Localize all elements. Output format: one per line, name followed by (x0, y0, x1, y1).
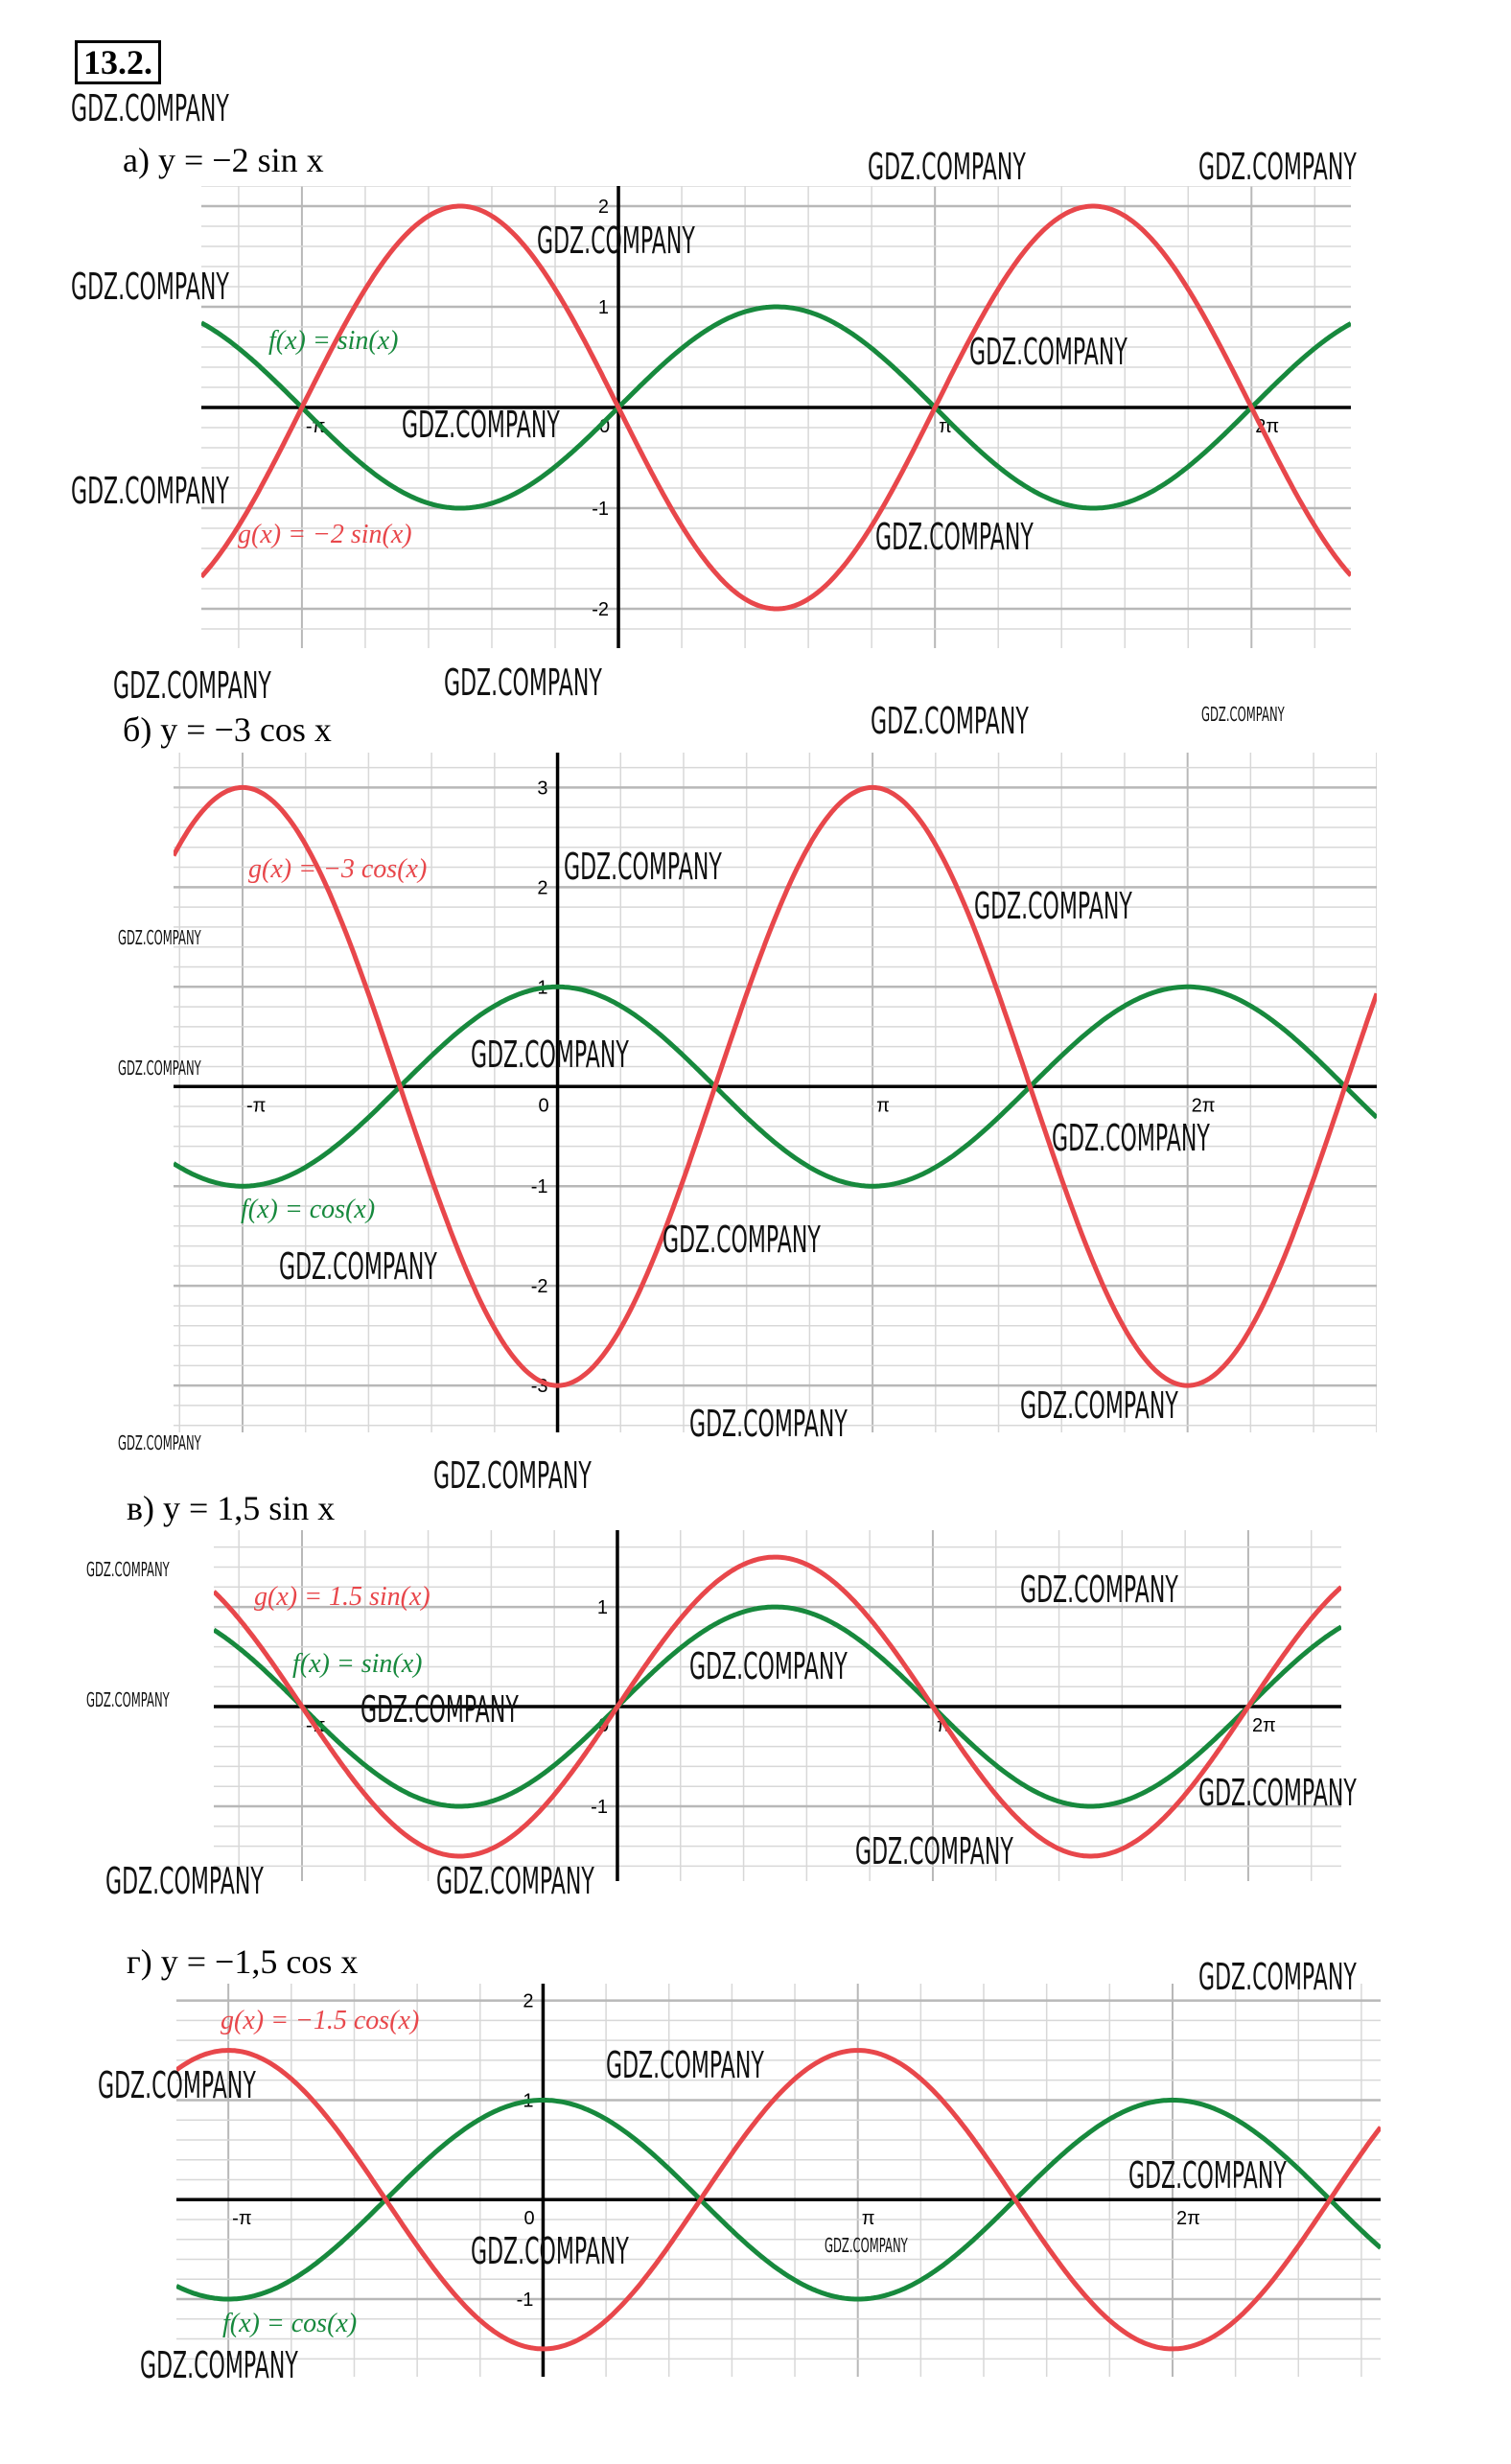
watermark: GDZ.COMPANY (98, 2064, 256, 2106)
chart-c-title: в) y = 1,5 sin x (127, 1489, 336, 1527)
series-label-g: g(x) = −2 sin(x) (238, 520, 412, 549)
watermark: GDZ.COMPANY (118, 1431, 201, 1454)
series-line-g (174, 784, 1377, 1388)
chart-d-title: г) y = −1,5 cos x (127, 1942, 359, 1981)
chart-b-title: б) y = −3 cos x (123, 710, 332, 749)
x-tick-label: 0 (539, 1095, 549, 1116)
x-tick-label: -π (246, 1095, 266, 1116)
watermark: GDZ.COMPANY (140, 2344, 298, 2386)
watermark: GDZ.COMPANY (855, 1830, 1013, 1872)
y-tick-label: 2 (598, 197, 609, 218)
watermark: GDZ.COMPANY (71, 470, 229, 512)
x-tick-label: -π (232, 2208, 251, 2229)
y-tick-label: 3 (537, 778, 547, 799)
watermark: GDZ.COMPANY (86, 1558, 170, 1581)
watermark: GDZ.COMPANY (1198, 1956, 1357, 1998)
watermark: GDZ.COMPANY (118, 926, 201, 949)
watermark: GDZ.COMPANY (1201, 703, 1285, 726)
watermark: GDZ.COMPANY (444, 662, 602, 704)
watermark: GDZ.COMPANY (825, 2234, 908, 2257)
series-label-g: g(x) = 1.5 sin(x) (254, 1582, 430, 1612)
watermark: GDZ.COMPANY (433, 1454, 592, 1497)
chart-a-title: а) y = −2 sin x (123, 141, 324, 179)
watermark: GDZ.COMPANY (105, 1860, 264, 1902)
watermark: GDZ.COMPANY (1128, 2154, 1287, 2197)
series-line-f (214, 1604, 1341, 1809)
watermark: GDZ.COMPANY (402, 404, 560, 446)
watermark: GDZ.COMPANY (1020, 1384, 1178, 1427)
x-tick-label: 2π (1192, 1095, 1216, 1116)
series-line-f (174, 984, 1377, 1189)
grid (201, 186, 1351, 648)
watermark: GDZ.COMPANY (974, 885, 1132, 927)
y-tick-label: -2 (592, 599, 609, 620)
series-line-g (201, 203, 1351, 612)
series-line-f (201, 304, 1351, 511)
y-tick-label: -1 (517, 2290, 534, 2311)
y-tick-label: 2 (523, 1991, 533, 2012)
series-label-f: f(x) = sin(x) (292, 1649, 423, 1679)
watermark: GDZ.COMPANY (875, 516, 1034, 558)
grid (176, 1984, 1381, 2377)
watermark: GDZ.COMPANY (1020, 1569, 1178, 1611)
series-label-f: f(x) = cos(x) (241, 1195, 375, 1224)
watermark: GDZ.COMPANY (868, 146, 1026, 188)
watermark: GDZ.COMPANY (71, 266, 229, 308)
watermark: GDZ.COMPANY (360, 1688, 519, 1731)
series-line-g (176, 2047, 1381, 2352)
watermark: GDZ.COMPANY (471, 2230, 629, 2272)
x-tick-label: 0 (523, 2208, 534, 2229)
watermark: GDZ.COMPANY (1052, 1117, 1210, 1159)
series-label-f: f(x) = cos(x) (222, 2309, 357, 2338)
watermark: GDZ.COMPANY (606, 2044, 764, 2086)
watermark: GDZ.COMPANY (969, 331, 1127, 373)
series-label-f: f(x) = sin(x) (268, 326, 399, 356)
watermark: GDZ.COMPANY (71, 87, 229, 129)
grid (174, 753, 1377, 1432)
x-tick-label: -π (306, 416, 325, 437)
series-label-g: g(x) = −1.5 cos(x) (221, 2006, 419, 2035)
y-tick-label: 1 (597, 1597, 608, 1618)
y-tick-label: -1 (531, 1176, 548, 1197)
watermark: GDZ.COMPANY (871, 700, 1029, 742)
exercise-number: 13.2. (75, 40, 161, 84)
y-tick-label: -1 (591, 1797, 608, 1818)
x-tick-label: π (876, 1095, 890, 1116)
watermark: GDZ.COMPANY (564, 846, 722, 888)
watermark: GDZ.COMPANY (689, 1645, 848, 1687)
watermark: GDZ.COMPANY (113, 664, 271, 707)
y-tick-label: -1 (592, 499, 609, 520)
x-tick-label: π (862, 2208, 875, 2229)
watermark: GDZ.COMPANY (118, 1057, 201, 1080)
watermark: GDZ.COMPANY (1198, 1772, 1357, 1814)
series-label-g: g(x) = −3 cos(x) (248, 854, 427, 884)
watermark: GDZ.COMPANY (663, 1219, 821, 1261)
x-tick-label: 2π (1252, 1715, 1276, 1736)
watermark: GDZ.COMPANY (471, 1034, 629, 1076)
watermark: GDZ.COMPANY (537, 220, 695, 262)
y-tick-label: 1 (598, 297, 609, 318)
x-tick-label: 2π (1176, 2208, 1200, 2229)
watermark: GDZ.COMPANY (689, 1403, 848, 1445)
x-tick-label: 0 (599, 416, 610, 437)
y-tick-label: -2 (531, 1276, 548, 1297)
y-tick-label: 2 (537, 877, 547, 898)
watermark: GDZ.COMPANY (1198, 146, 1357, 188)
watermark: GDZ.COMPANY (86, 1688, 170, 1711)
watermark: GDZ.COMPANY (436, 1860, 594, 1902)
series-line-f (176, 2097, 1381, 2302)
watermark: GDZ.COMPANY (279, 1245, 437, 1288)
chart-c: -π 0 π 2π1-1f(x) = sin(x)g(x) = 1.5 sin(x) (214, 1530, 1341, 1881)
series-line-g (214, 1554, 1341, 1859)
